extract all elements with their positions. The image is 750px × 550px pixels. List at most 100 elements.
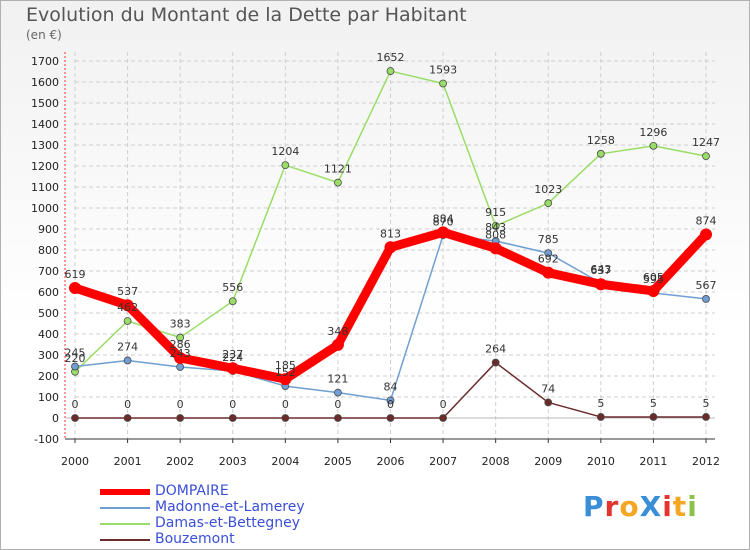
logo-letter: X [639,490,663,523]
data-point [649,413,658,421]
data-point [176,414,185,422]
data-point [121,299,134,312]
x-tick-label: 2000 [61,455,89,468]
y-tick-label: 100 [38,391,59,404]
data-point [489,242,502,255]
data-label: 245 [65,347,86,360]
data-point [439,79,447,88]
data-label: 813 [380,227,401,240]
y-tick-label: 300 [38,349,59,362]
data-label: 692 [538,253,559,266]
x-tick-label: 2003 [219,455,247,468]
series-lines [69,67,712,422]
data-point [702,295,710,303]
legend-label: Bouzemont [155,531,235,547]
data-label: 286 [170,338,191,351]
data-point [384,241,397,254]
y-tick-label: 1000 [31,202,59,215]
data-point [544,199,553,208]
line-chart: -100010020030040050060070080090010001100… [31,51,721,468]
data-point [702,152,710,161]
data-label: 637 [590,264,611,277]
data-label: 1296 [639,126,667,139]
data-label: 619 [65,268,86,281]
data-label: 874 [696,214,717,227]
y-tick-label: 800 [38,244,59,257]
data-point [69,282,81,295]
legend-label: DOMPAIRE [155,483,229,499]
x-tick-label: 2008 [482,455,510,468]
y-tick-label: 1700 [31,55,59,68]
data-point [226,362,239,375]
data-point [123,414,132,422]
data-label: 1652 [377,51,405,64]
x-tick-label: 2009 [534,455,562,468]
legend-item-madonne: Madonne-et-Lamerey [100,499,360,516]
data-point [439,414,447,422]
data-point [123,317,132,325]
data-label: 0 [387,398,394,411]
logo-letter: o [619,490,640,523]
data-point [491,221,500,230]
data-point [649,141,658,150]
x-tick-label: 2011 [639,455,667,468]
data-label: 537 [117,285,138,298]
logo-letter: t [672,490,688,523]
y-tick-label: 400 [38,328,59,341]
data-point [700,228,712,241]
y-tick-label: 1100 [31,181,59,194]
data-label: 595 [643,273,664,286]
data-label: 5 [650,397,657,410]
y-tick-label: 1300 [31,139,59,152]
data-label: 348 [327,325,348,338]
data-point [386,396,395,405]
x-tick-label: 2001 [114,455,142,468]
data-label: 0 [124,398,131,411]
data-point [123,356,132,365]
legend-item-bouzemont: Bouzemont [100,531,360,548]
data-label: 1247 [692,136,720,149]
data-point [594,278,607,291]
data-point [542,266,555,279]
data-point [334,388,342,397]
legend: DOMPAIRE Madonne-et-Lamerey Damas-et-Bet… [100,483,360,548]
data-point [176,363,185,371]
x-tick-label: 2007 [429,455,457,468]
data-label: 915 [485,206,506,219]
data-label: 0 [440,398,447,411]
data-label: 220 [65,352,86,365]
data-label: 84 [384,380,398,393]
data-label: 785 [538,233,559,246]
data-label: 152 [275,366,296,379]
data-label: 5 [597,397,604,410]
data-label: 224 [222,351,243,364]
data-label: 121 [327,373,348,386]
data-label: 264 [485,343,506,356]
legend-swatch [100,489,150,495]
data-label: 1593 [429,63,457,76]
data-point [596,413,605,421]
data-label: 870 [433,215,454,228]
data-label: 884 [433,212,454,225]
data-label: 567 [696,279,717,292]
data-label: 185 [275,359,296,372]
chart-subtitle: (en €) [26,28,62,42]
data-label: 237 [222,348,243,361]
axes: -100010020030040050060070080090010001100… [31,52,720,468]
data-point [647,284,660,297]
data-label: 556 [222,281,243,294]
x-tick-label: 2006 [377,455,405,468]
legend-swatch [100,507,150,509]
data-point [71,414,79,422]
x-tick-label: 2002 [166,455,194,468]
data-point [331,338,344,351]
data-label: 0 [72,398,79,411]
proxiti-logo: ProXiti [583,490,698,523]
legend-swatch [100,539,150,541]
legend-label: Damas-et-Bettegney [155,515,301,531]
x-tick-label: 2005 [324,455,352,468]
data-point [702,413,710,421]
y-tick-label: 0 [52,412,59,425]
data-labels: 220 462 383 556 1204 1121 1652 1593 915 1023 1258 1… [65,51,721,411]
logo-letter: i [687,490,698,523]
